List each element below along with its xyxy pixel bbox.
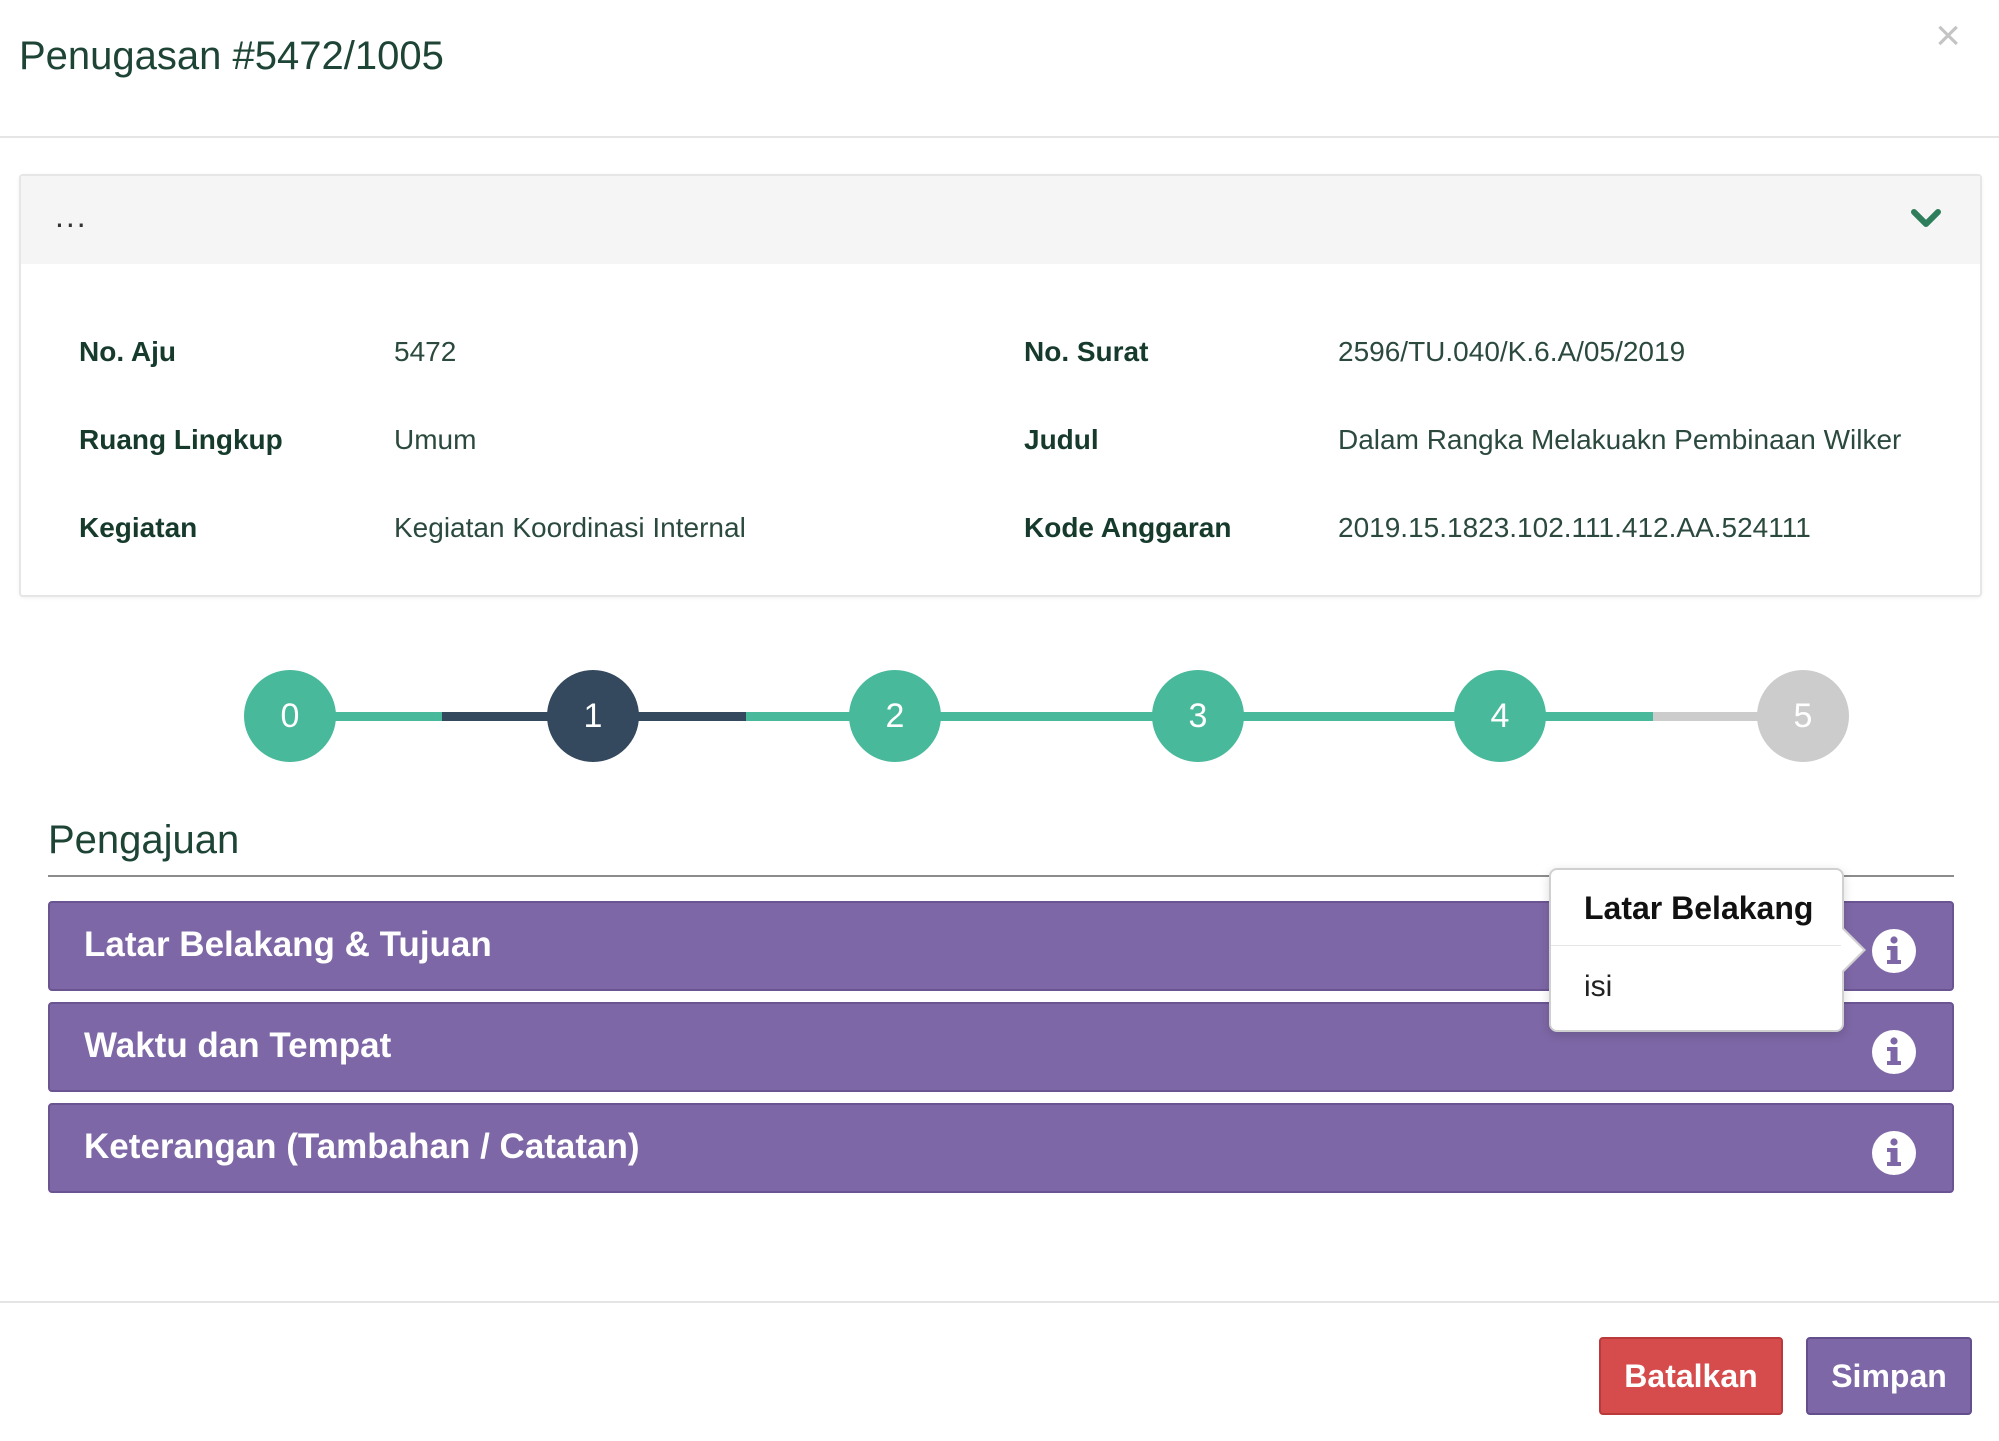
info-panel: ... No. Aju 5472 No. Surat 2596/TU.040/K… bbox=[19, 174, 1982, 597]
step-connector bbox=[898, 712, 1201, 721]
popover-title: Latar Belakang bbox=[1551, 870, 1842, 946]
step-connector bbox=[594, 712, 746, 721]
popover: Latar Belakang isi bbox=[1549, 868, 1866, 1032]
step-connector bbox=[442, 712, 594, 721]
step-connector bbox=[1201, 712, 1503, 721]
step-5[interactable]: 5 bbox=[1757, 670, 1849, 762]
value-judul: Dalam Rangka Melakuakn Pembinaan Wilker bbox=[1338, 424, 1902, 455]
value-no-aju: 5472 bbox=[394, 336, 457, 367]
cancel-button[interactable]: Batalkan bbox=[1599, 1337, 1783, 1415]
label-no-aju: No. Aju bbox=[79, 336, 176, 367]
step-connector bbox=[746, 712, 898, 721]
popover-arrow-fill bbox=[1841, 928, 1863, 972]
panel-header-text: ... bbox=[55, 198, 88, 234]
modal-title: Penugasan #5472/1005 bbox=[19, 34, 444, 78]
section-title: Pengajuan bbox=[48, 818, 240, 862]
close-icon[interactable]: × bbox=[1935, 11, 1961, 60]
panel-header[interactable]: ... bbox=[21, 176, 1980, 264]
label-kegiatan: Kegiatan bbox=[79, 512, 198, 543]
chevron-down-icon[interactable] bbox=[1906, 198, 1946, 238]
stepper: 0 1 2 3 4 5 bbox=[0, 670, 1999, 764]
step-1[interactable]: 1 bbox=[547, 670, 639, 762]
accordion-label: Waktu dan Tempat bbox=[84, 1026, 392, 1065]
value-no-surat: 2596/TU.040/K.6.A/05/2019 bbox=[1338, 336, 1686, 367]
accordion-keterangan[interactable]: Keterangan (Tambahan / Catatan) bbox=[48, 1103, 1954, 1193]
value-ruang-lingkup: Umum bbox=[394, 424, 477, 455]
step-3[interactable]: 3 bbox=[1152, 670, 1244, 762]
info-row: Kegiatan Kegiatan Koordinasi Internal Ko… bbox=[79, 512, 1959, 552]
label-no-surat: No. Surat bbox=[1024, 336, 1149, 367]
popover-body: isi bbox=[1584, 970, 1613, 1003]
value-kegiatan: Kegiatan Koordinasi Internal bbox=[394, 512, 746, 543]
accordion-label: Latar Belakang & Tujuan bbox=[84, 925, 492, 964]
info-row: Ruang Lingkup Umum Judul Dalam Rangka Me… bbox=[79, 424, 1959, 464]
section-divider bbox=[48, 875, 1954, 877]
save-button[interactable]: Simpan bbox=[1806, 1337, 1972, 1415]
accordion-label: Keterangan (Tambahan / Catatan) bbox=[84, 1127, 640, 1166]
info-row: No. Aju 5472 No. Surat 2596/TU.040/K.6.A… bbox=[79, 336, 1959, 376]
footer-divider bbox=[0, 1301, 1999, 1303]
label-ruang-lingkup: Ruang Lingkup bbox=[79, 424, 283, 455]
info-circle-icon[interactable] bbox=[1870, 1129, 1918, 1177]
step-connector bbox=[1503, 712, 1653, 721]
label-kode-anggaran: Kode Anggaran bbox=[1024, 512, 1232, 543]
value-kode-anggaran: 2019.15.1823.102.111.412.AA.524111 bbox=[1338, 512, 1811, 543]
label-judul: Judul bbox=[1024, 424, 1099, 455]
info-circle-icon[interactable] bbox=[1870, 927, 1918, 975]
info-circle-icon[interactable] bbox=[1870, 1028, 1918, 1076]
step-2[interactable]: 2 bbox=[849, 670, 941, 762]
modal-header: Penugasan #5472/1005 × bbox=[0, 0, 1999, 138]
step-0[interactable]: 0 bbox=[244, 670, 336, 762]
step-4[interactable]: 4 bbox=[1454, 670, 1546, 762]
step-connector bbox=[290, 712, 442, 721]
step-connector bbox=[1653, 712, 1803, 721]
